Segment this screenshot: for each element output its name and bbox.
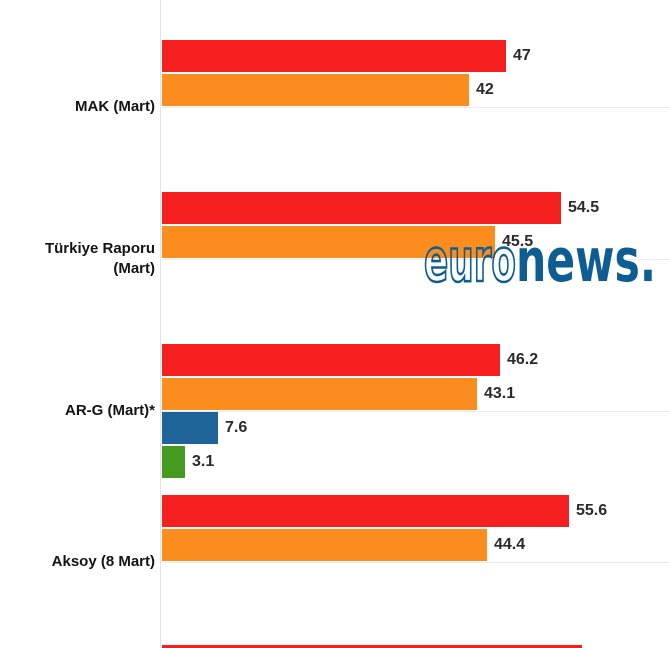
orange-series-bar <box>162 74 469 106</box>
category-label-line: Türkiye Raporu <box>44 240 155 257</box>
orange-series-bar <box>162 529 487 561</box>
category-label-line: Aksoy (8 Mart) <box>51 553 155 570</box>
category-label-line: AR-G (Mart)* <box>65 402 155 419</box>
category-gridline <box>162 259 670 260</box>
category-label: MAK (Mart) <box>0 97 155 117</box>
value-label: 45.5 <box>502 233 534 250</box>
category-label: AR-G (Mart)* <box>0 401 155 421</box>
red-series-bar <box>162 40 506 72</box>
orange-series-bar <box>162 226 495 258</box>
value-label: 7.6 <box>225 419 248 436</box>
value-label: 47 <box>513 47 531 64</box>
euronews-logo-news-solid-text: news. <box>516 243 656 287</box>
value-label: 42 <box>476 81 494 98</box>
category-gridline <box>162 411 670 412</box>
category-gridline <box>162 107 670 108</box>
value-label: 54.5 <box>568 199 600 216</box>
green-series-bar <box>162 446 185 478</box>
category-label: Türkiye Raporu (Mart) <box>0 239 155 279</box>
category-label: Aksoy (8 Mart) <box>0 552 155 572</box>
orange-series-bar <box>162 378 477 410</box>
category-gridline <box>162 562 670 563</box>
red-series-bar <box>162 192 561 224</box>
euronews-logo-svg: euro news. <box>423 225 656 298</box>
y-axis-line <box>160 0 161 648</box>
blue-series-bar <box>162 412 218 444</box>
red-series-bar <box>162 645 582 648</box>
value-label: 55.6 <box>576 502 608 519</box>
euronews-logo-euro-outline-text: euro <box>424 243 516 287</box>
value-label: 43.1 <box>484 385 516 402</box>
euronews-logo: euro news. <box>423 225 656 298</box>
value-label: 44.4 <box>494 536 526 553</box>
category-label-line: MAK (Mart) <box>75 98 155 115</box>
value-label: 3.1 <box>192 453 215 470</box>
red-series-bar <box>162 344 500 376</box>
value-label: 46.2 <box>507 351 539 368</box>
category-label-line: (Mart) <box>113 260 155 277</box>
red-series-bar <box>162 495 569 527</box>
